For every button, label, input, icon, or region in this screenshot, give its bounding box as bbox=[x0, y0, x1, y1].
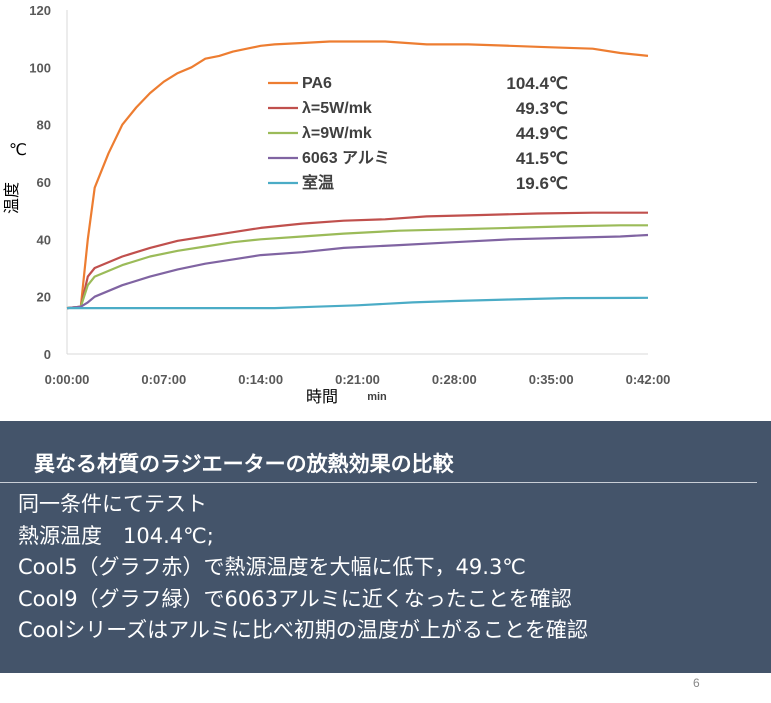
page-number: 6 bbox=[693, 676, 700, 690]
y-tick-label: 0 bbox=[44, 347, 51, 362]
y-tick-label: 80 bbox=[37, 118, 51, 133]
x-tick-label: 0:21:00 bbox=[335, 372, 380, 387]
summary-line: Coolシリーズはアルミに比べ初期の温度が上がることを確認 bbox=[18, 618, 588, 642]
y-tick-label: 40 bbox=[37, 232, 51, 247]
summary-panel: 異なる材質のラジエーターの放熱効果の比較 同一条件にてテスト 熱源温度 104.… bbox=[0, 421, 771, 673]
x-axis-unit: min bbox=[367, 391, 387, 403]
summary-line: 熱源温度 104.4℃; bbox=[18, 523, 214, 548]
legend-label: 室温 bbox=[302, 173, 334, 192]
legend-value: 44.9℃ bbox=[516, 124, 568, 143]
y-tick-label: 60 bbox=[37, 175, 51, 190]
x-tick-label: 0:07:00 bbox=[141, 372, 186, 387]
series-line bbox=[66, 40, 649, 310]
legend-label: 6063 アルミ bbox=[302, 150, 390, 167]
y-tick-label: 100 bbox=[29, 60, 51, 75]
summary-list: 同一条件にてテスト 熱源温度 104.4℃; Cool5（グラフ赤）で熱源温度を… bbox=[18, 489, 588, 647]
summary-line: Cool9（グラフ緑）で6063アルミに近くなったことを確認 bbox=[18, 586, 572, 611]
chart-area: 0 20 40 60 80 100 120 0:00:00 0:07:00 0:14:00 0:21… bbox=[2, 3, 671, 406]
panel-divider bbox=[0, 482, 757, 483]
y-axis-title: 温度 bbox=[2, 182, 21, 214]
y-tick-label: 120 bbox=[29, 3, 51, 18]
x-tick-label: 0:14:00 bbox=[238, 372, 283, 387]
legend-value: 104.4℃ bbox=[506, 74, 568, 93]
legend-value: 19.6℃ bbox=[516, 174, 568, 193]
legend-value: 41.5℃ bbox=[516, 149, 568, 168]
series-line bbox=[66, 211, 648, 310]
y-tick-label: 20 bbox=[37, 290, 51, 305]
x-tick-label: 0:28:00 bbox=[432, 372, 477, 387]
series-line bbox=[66, 233, 649, 310]
x-tick-label: 0:35:00 bbox=[529, 372, 574, 387]
summary-line: 同一条件にてテスト bbox=[18, 492, 207, 516]
legend-label: PA6 bbox=[302, 75, 332, 92]
series-line bbox=[67, 296, 649, 310]
series-line bbox=[66, 224, 648, 310]
panel-title: 異なる材質のラジエーターの放熱効果の比較 bbox=[34, 452, 454, 476]
x-tick-label: 0:00:00 bbox=[45, 372, 90, 387]
legend-value: 49.3℃ bbox=[516, 99, 568, 118]
x-tick-label: 0:42:00 bbox=[626, 372, 671, 387]
y-axis-unit: ℃ bbox=[9, 140, 27, 159]
x-axis-title: 時間 bbox=[306, 387, 338, 406]
summary-line: Cool5（グラフ赤）で熱源温度を大幅に低下，49.3℃ bbox=[18, 555, 526, 579]
temperature-chart: 0 20 40 60 80 100 120 0:00:00 0:07:00 0:14:00 0:21… bbox=[2, 3, 671, 406]
legend-label: λ=9W/mk bbox=[302, 125, 372, 142]
legend-label: λ=5W/mk bbox=[302, 100, 372, 117]
